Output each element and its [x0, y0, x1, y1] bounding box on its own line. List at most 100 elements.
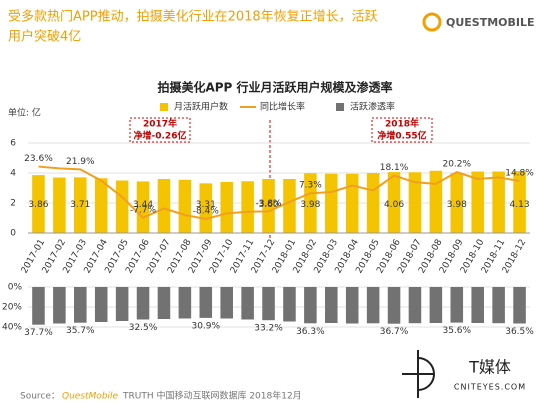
- value-label: -7.7%: [130, 205, 157, 215]
- bar: [32, 287, 45, 325]
- unit-label: 单位: 亿: [8, 107, 41, 119]
- value-label: 3.44: [133, 200, 153, 210]
- bar: [345, 287, 359, 324]
- header-title: 用户突破4亿: [8, 29, 81, 45]
- value-label: 36.7%: [380, 327, 409, 337]
- watermark-icon: [402, 357, 435, 391]
- value-label: 30.9%: [191, 321, 220, 331]
- bar: [471, 171, 484, 233]
- value-label: 33.2%: [254, 324, 283, 334]
- y-tick-label: 0%: [8, 283, 23, 293]
- bar: [304, 173, 317, 233]
- value-label: 4.06: [384, 200, 404, 210]
- legend-label: 活跃渗透率: [350, 101, 395, 113]
- value-label: 3.86: [28, 200, 48, 210]
- bar: [366, 173, 380, 233]
- bar: [115, 287, 129, 321]
- value-label: 32.5%: [129, 323, 158, 333]
- bar: [387, 172, 401, 233]
- bar: [178, 287, 192, 319]
- header-title: 受多款热门APP推动，拍摄美化行业在2018年恢复正增长，活跃: [8, 9, 378, 25]
- bar: [94, 178, 108, 233]
- bar: [53, 287, 66, 324]
- y-tick-label: 0: [10, 229, 16, 239]
- watermark-brand: T媒体: [468, 358, 511, 377]
- bar: [345, 173, 359, 233]
- bar: [262, 179, 275, 233]
- value-label: 23.6%: [24, 154, 53, 164]
- annotation-box: [129, 117, 191, 143]
- bar: [408, 287, 422, 324]
- bar: [32, 175, 45, 233]
- bar: [74, 177, 87, 233]
- bar: [115, 180, 129, 233]
- bar: [513, 171, 526, 233]
- bar: [408, 172, 422, 233]
- value-label: 3.60: [259, 200, 279, 210]
- bar: [53, 177, 66, 233]
- value-label: 37.7%: [24, 328, 53, 338]
- value-label: 36.5%: [505, 327, 534, 337]
- value-label: 20.2%: [442, 160, 471, 170]
- value-label: 3.31: [196, 200, 216, 210]
- bar: [304, 287, 317, 324]
- bar: [157, 179, 171, 233]
- source-label: Source：: [20, 392, 60, 402]
- annotation: 净增0.55亿: [377, 130, 426, 142]
- bar: [387, 287, 401, 324]
- legend-swatch: [336, 103, 344, 111]
- bar: [325, 173, 338, 233]
- bar: [220, 182, 233, 233]
- bar: [262, 287, 275, 321]
- bar: [241, 287, 254, 320]
- bar: [178, 179, 192, 233]
- legend-label: 月活跃用户数: [174, 101, 228, 113]
- bar: [136, 181, 150, 233]
- annotation: 2018年: [385, 118, 419, 130]
- bar: [283, 287, 296, 322]
- source-text: TRUTH 中国移动互联网数据库 2018年12月: [122, 390, 302, 402]
- legend-swatch: [160, 103, 168, 111]
- bar: [136, 287, 150, 320]
- value-label: 4.13: [510, 200, 530, 210]
- bar: [220, 287, 233, 319]
- y-tick-label: 40%: [2, 323, 22, 333]
- value-label: 35.6%: [442, 326, 471, 336]
- value-label: 3.71: [70, 200, 90, 210]
- chart-title: 拍摄美化APP 行业月活跃用户规模及渗透率: [157, 80, 392, 95]
- bar: [199, 183, 213, 233]
- source-brand: QuestMobile: [62, 392, 119, 402]
- growth-line: [38, 165, 520, 220]
- bar: [429, 287, 443, 323]
- value-label: -3.8%: [255, 199, 282, 209]
- value-label: 14.8%: [505, 168, 534, 178]
- value-label: 7.3%: [299, 181, 322, 191]
- value-label: 18.1%: [380, 163, 409, 173]
- bar: [429, 170, 443, 233]
- y-tick-label: 20%: [2, 303, 22, 313]
- watermark-site: CNITEYES.COM: [454, 383, 526, 392]
- value-label: 3.98: [447, 200, 467, 210]
- annotation-box: [371, 117, 433, 143]
- bar: [492, 171, 505, 233]
- bar: [492, 287, 505, 324]
- value-label: 21.9%: [66, 157, 95, 167]
- bar: [283, 179, 296, 233]
- logo-icon: [422, 12, 442, 32]
- value-label: 3.98: [300, 200, 320, 210]
- y-tick-label: 4: [10, 169, 16, 179]
- value-label: 36.3%: [296, 327, 325, 337]
- bar: [74, 287, 87, 323]
- bar: [471, 287, 484, 323]
- bar: [366, 287, 380, 324]
- value-label: -8.4%: [193, 206, 220, 216]
- bar: [513, 287, 526, 324]
- bar: [450, 173, 464, 233]
- y-tick-label: 2: [10, 199, 16, 209]
- bar: [94, 287, 108, 322]
- logo: QUESTMOBILE: [446, 16, 535, 29]
- bar: [241, 181, 254, 233]
- bar: [450, 287, 464, 323]
- bar: [325, 287, 338, 323]
